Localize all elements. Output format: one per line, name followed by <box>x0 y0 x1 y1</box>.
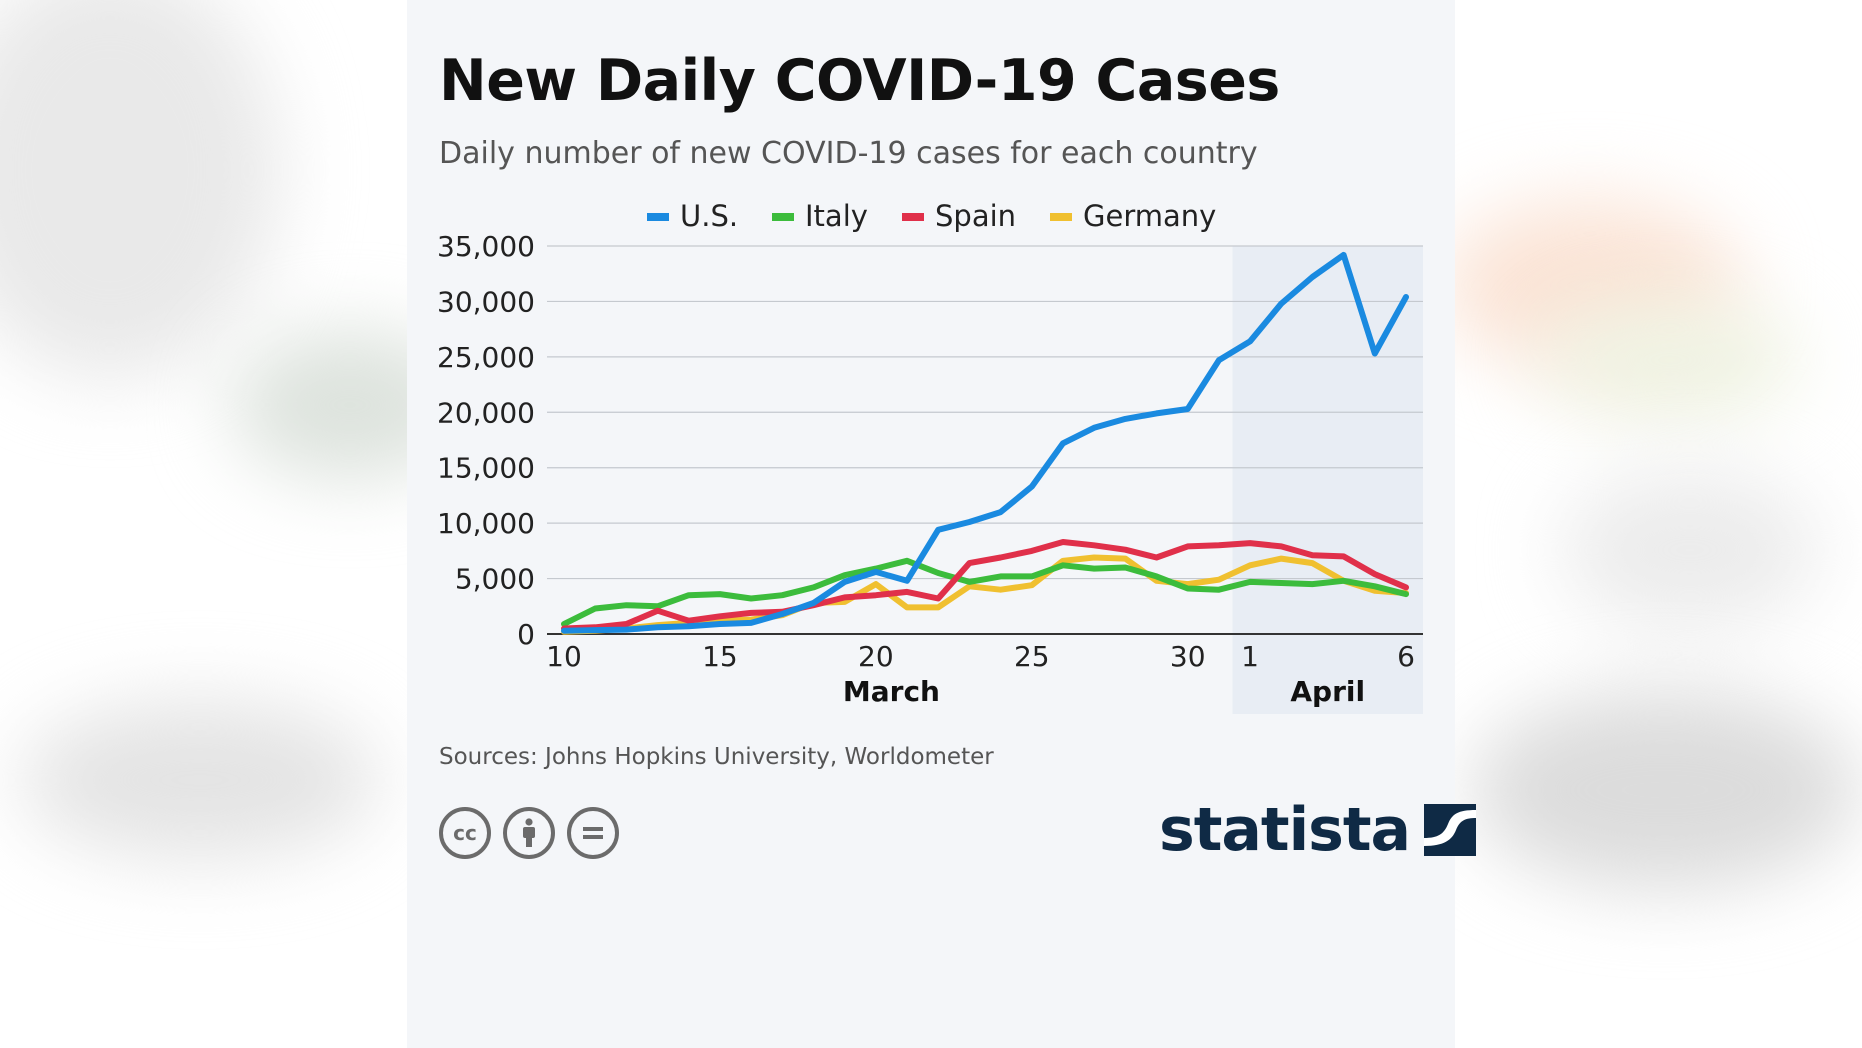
legend-label: Spain <box>935 199 1016 233</box>
x-group-label: April <box>1290 675 1365 708</box>
x-tick-label: 20 <box>858 640 894 673</box>
x-tick-label: 25 <box>1014 640 1050 673</box>
y-tick-label: 30,000 <box>437 285 535 318</box>
statista-logo[interactable]: statista <box>1159 795 1477 865</box>
source-note: Sources: Johns Hopkins University, World… <box>439 744 994 770</box>
y-tick-label: 35,000 <box>437 230 535 263</box>
y-tick-label: 20,000 <box>437 396 535 429</box>
x-tick-label: 10 <box>546 640 582 673</box>
series-line <box>561 539 1409 632</box>
legend-label: Germany <box>1083 199 1216 233</box>
line-chart: 0 5,000 10,000 15,000 20,000 25,000 30,000 35,0… <box>437 199 1423 714</box>
y-tick-label: 25,000 <box>437 341 535 374</box>
x-tick-label: 6 <box>1397 640 1415 673</box>
nd-icon <box>567 807 619 859</box>
statista-mark-icon <box>1424 804 1477 856</box>
x-tick-label: 30 <box>1170 640 1206 673</box>
by-icon <box>503 807 555 859</box>
series-line <box>561 251 1409 634</box>
y-tick-label: 15,000 <box>437 452 535 485</box>
chart-subtitle: Daily number of new COVID-19 cases for e… <box>439 136 1258 171</box>
legend-label: Italy <box>805 199 868 233</box>
legend-swatch <box>772 213 794 221</box>
x-tick-label: 1 <box>1241 640 1259 673</box>
cc-icon: cc <box>439 807 491 859</box>
license-icons: cc <box>439 807 619 859</box>
y-tick-label: 0 <box>517 618 535 651</box>
chart-title: New Daily COVID-19 Cases <box>439 48 1280 114</box>
y-tick-label: 10,000 <box>437 507 535 540</box>
infographic-card: New Daily COVID-19 Cases Daily number of… <box>407 0 1477 1048</box>
series-line <box>561 554 1409 635</box>
x-tick-label: 15 <box>702 640 738 673</box>
series-line <box>561 557 1409 627</box>
legend-label: U.S. <box>680 199 738 233</box>
x-group-label: March <box>843 675 940 708</box>
legend-swatch <box>902 213 924 221</box>
legend-swatch <box>1050 213 1072 221</box>
y-tick-label: 5,000 <box>455 563 535 596</box>
logo-wordmark: statista <box>1159 795 1411 865</box>
legend-swatch <box>647 213 669 221</box>
